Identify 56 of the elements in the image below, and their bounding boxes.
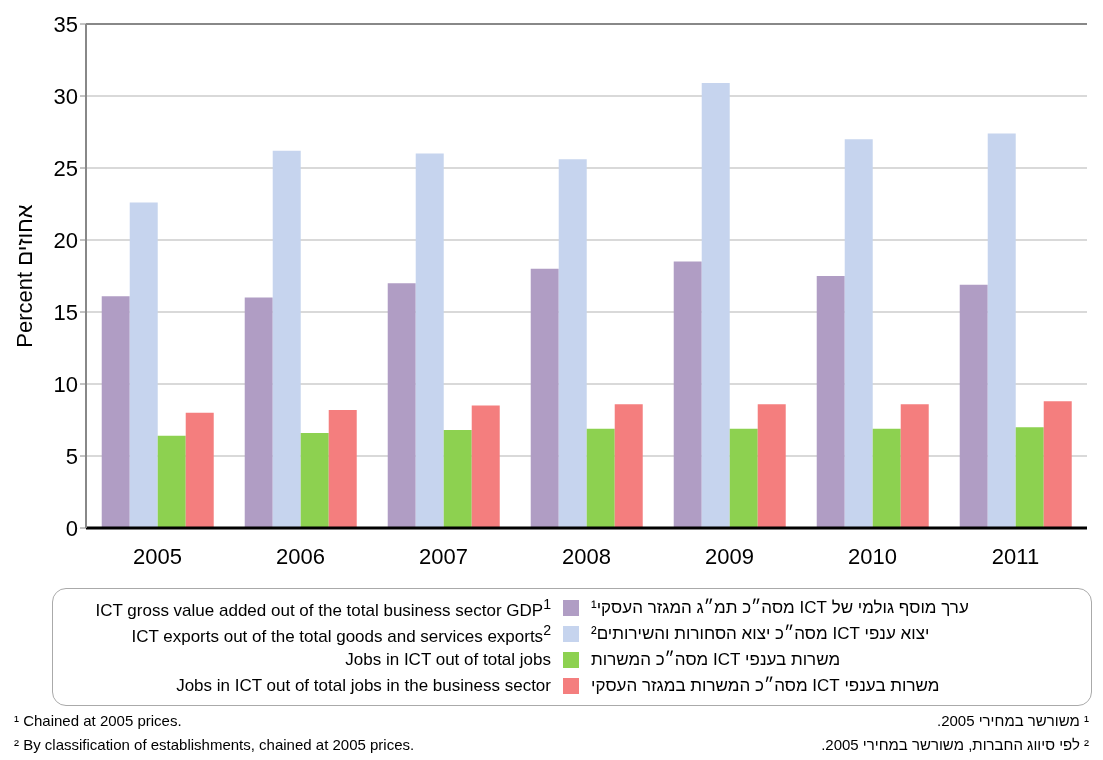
- x-tick-label: 2005: [133, 543, 182, 569]
- bar: [757, 404, 786, 528]
- bar: [328, 409, 357, 528]
- text: ² לפי סיווג החברות, משורשר במחירי 2005.: [821, 736, 1089, 755]
- x-tick-label: 2008: [562, 543, 611, 569]
- bar: [443, 430, 472, 528]
- bar: [471, 405, 500, 528]
- bar: [844, 139, 873, 528]
- bar: [129, 202, 158, 528]
- bar: [872, 428, 901, 528]
- bar: [614, 404, 643, 528]
- x-tick-label: 2007: [419, 543, 468, 569]
- bar: [586, 428, 615, 528]
- text: יצוא ענפי ICT מסה״כ יצוא הסחורות והשירותים²: [591, 624, 930, 644]
- y-tick-label: 0: [65, 515, 78, 541]
- bar: [701, 83, 730, 528]
- bar: [558, 159, 587, 528]
- bar: [530, 268, 559, 528]
- bar: [185, 412, 214, 528]
- bar: [244, 297, 273, 528]
- bar: [673, 261, 702, 528]
- legend-label: ICT exports out of the total goods and services exports$^{2}$: [130, 621, 551, 647]
- y-tick-label: 5: [65, 443, 78, 469]
- bar: [1043, 401, 1072, 528]
- bar: [959, 284, 988, 528]
- x-tick-label: 2011: [991, 543, 1040, 569]
- text: ערך מוסף גולמי של ICT מסה״כ תמ״ג המגזר העסקי¹: [591, 598, 969, 618]
- bar: [1015, 427, 1044, 528]
- text: ¹ Chained at 2005 prices.: [14, 712, 183, 731]
- y-tick-label: 15: [53, 299, 78, 325]
- y-axis-title: Percent אחוזים: [11, 204, 37, 348]
- bar: [157, 435, 186, 528]
- y-tick-label: 30: [53, 83, 78, 109]
- legend-label: ICT gross value added out of the total business sector GDP$^{1}$: [94, 595, 551, 621]
- y-tick-label: 35: [53, 11, 78, 37]
- text: משרות בענפי ICT מסה״כ המשרות במגזר העסקי: [591, 676, 940, 696]
- bar: [816, 276, 845, 528]
- y-tick-label: 20: [53, 227, 78, 253]
- text: ² By classification of establishments, chained at 2005 prices.: [14, 736, 415, 755]
- text: ¹ משורשר במחירי 2005.: [936, 712, 1089, 731]
- bar: [300, 432, 329, 528]
- bar: [415, 153, 444, 528]
- bar: [900, 404, 929, 528]
- text: משרות בענפי ICT מסה״כ המשרות: [591, 650, 841, 670]
- bar: [387, 283, 416, 528]
- bar: [272, 150, 301, 528]
- legend-label: Jobs in ICT out of total jobs in the business sector: [175, 676, 551, 696]
- bar: [729, 428, 758, 528]
- x-tick-label: 2006: [276, 543, 325, 569]
- x-tick-label: 2010: [848, 543, 897, 569]
- bar: [101, 296, 130, 528]
- bar: [987, 133, 1016, 528]
- legend-label: Jobs in ICT out of total jobs: [344, 650, 551, 670]
- y-tick-label: 25: [53, 155, 78, 181]
- x-tick-label: 2009: [705, 543, 754, 569]
- y-tick-label: 10: [53, 371, 78, 397]
